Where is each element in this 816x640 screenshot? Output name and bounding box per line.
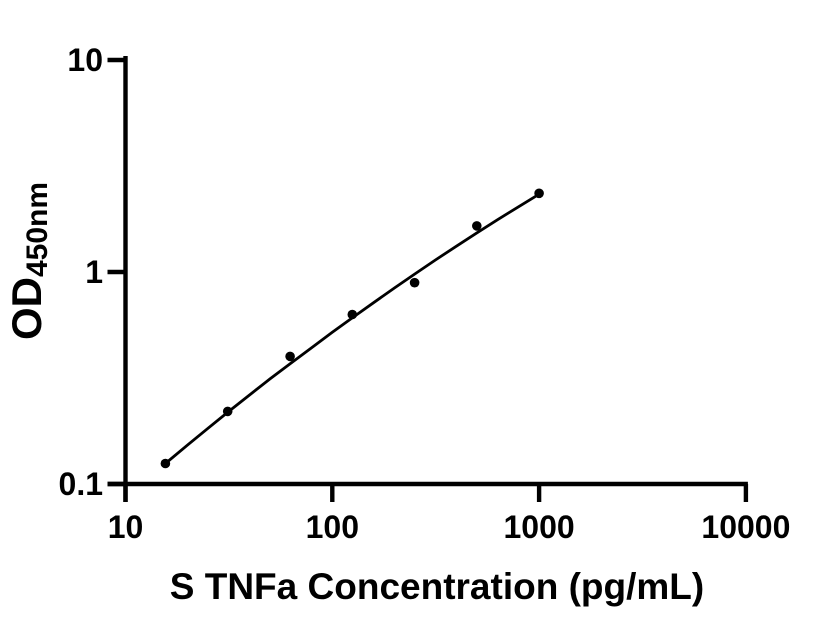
data-point bbox=[347, 309, 358, 320]
x-axis-title: S TNFa Concentration (pg/mL) bbox=[169, 566, 705, 607]
y-tick-label: 10 bbox=[67, 42, 103, 78]
y-axis-title: OD450nm bbox=[3, 182, 55, 340]
x-tick-label: 100 bbox=[306, 509, 359, 545]
y-tick-label: 1 bbox=[85, 254, 103, 290]
data-point bbox=[285, 351, 295, 362]
data-point bbox=[160, 458, 171, 469]
y-axis-title-subscript: 450nm bbox=[21, 181, 54, 278]
data-point bbox=[472, 221, 482, 231]
x-tick-label: 10000 bbox=[701, 509, 790, 545]
x-tick-label: 1000 bbox=[504, 509, 575, 545]
data-point bbox=[222, 406, 233, 417]
y-axis-title-main: OD bbox=[3, 277, 50, 341]
fitted-curve bbox=[163, 192, 541, 465]
x-tick-label: 10 bbox=[108, 509, 144, 545]
data-point bbox=[409, 277, 420, 288]
y-tick-label: 0.1 bbox=[59, 466, 103, 502]
data-point bbox=[534, 188, 544, 199]
